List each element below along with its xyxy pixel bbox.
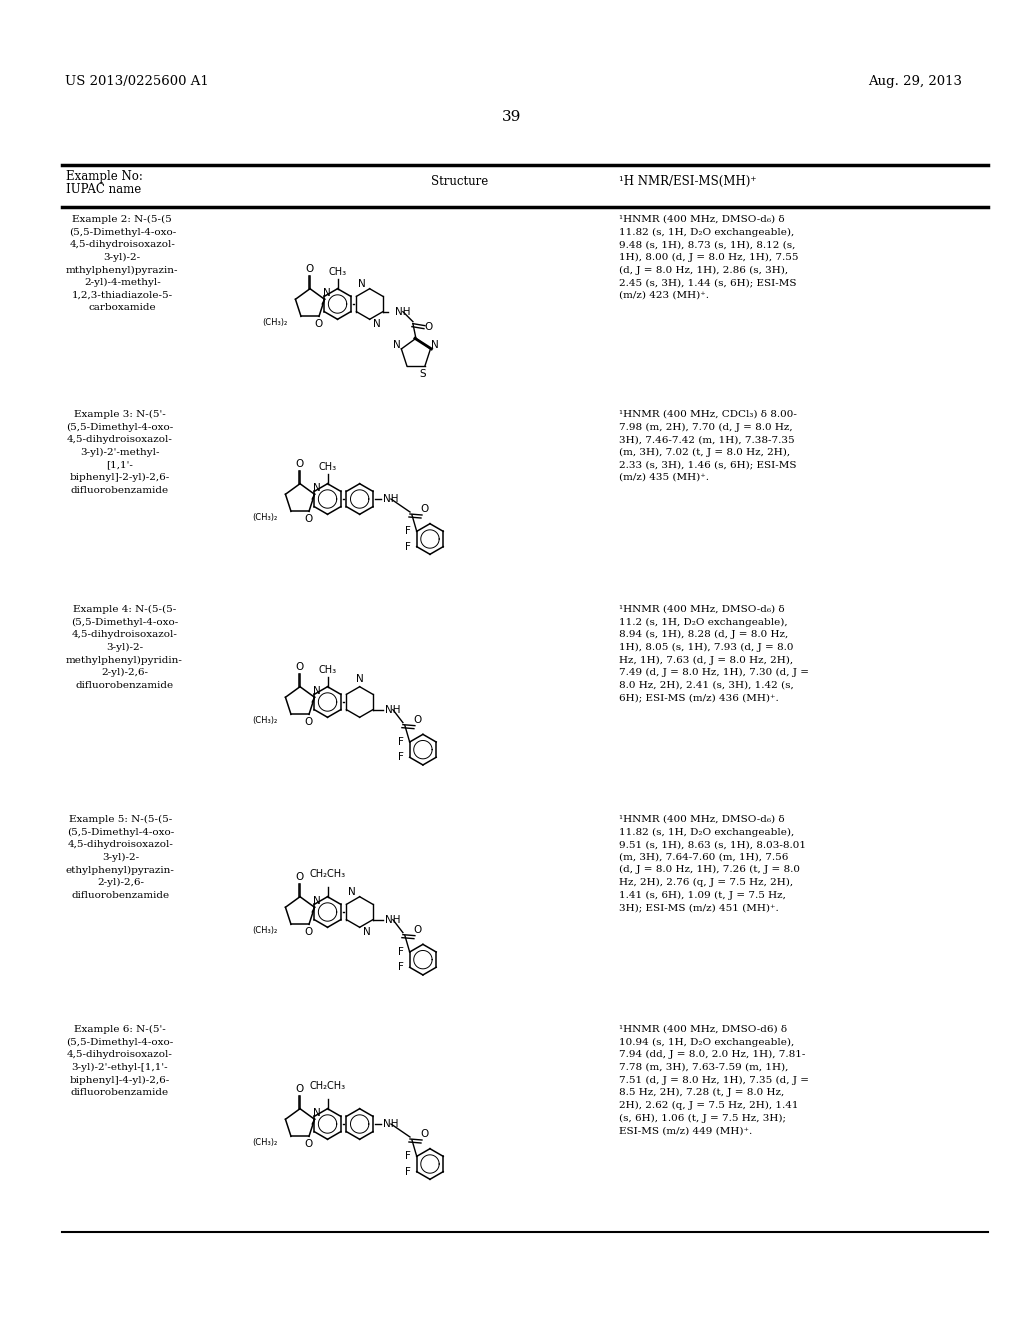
Text: Example 5: N-(5-(5-
(5,5-Dimethyl-4-oxo-
4,5-dihydroisoxazol-
3-yl)-2-
ethylphen: Example 5: N-(5-(5- (5,5-Dimethyl-4-oxo-… [66, 814, 175, 900]
Text: N: N [323, 288, 331, 298]
Text: Example 6: N-(5'-
(5,5-Dimethyl-4-oxo-
4,5-dihydroisoxazol-
3-yl)-2'-ethyl-[1,1': Example 6: N-(5'- (5,5-Dimethyl-4-oxo- 4… [66, 1026, 173, 1097]
Text: Example 4: N-(5-(5-
(5,5-Dimethyl-4-oxo-
4,5-dihydroisoxazol-
3-yl)-2-
methylphe: Example 4: N-(5-(5- (5,5-Dimethyl-4-oxo-… [66, 605, 183, 690]
Text: CH₂CH₃: CH₂CH₃ [309, 1081, 346, 1090]
Text: N: N [312, 686, 321, 696]
Text: O: O [414, 714, 422, 725]
Text: O: O [425, 322, 433, 331]
Text: N: N [355, 673, 364, 684]
Text: NH: NH [385, 705, 400, 714]
Text: F: F [404, 1151, 411, 1162]
Text: NH: NH [395, 306, 411, 317]
Text: (CH₃)₂: (CH₃)₂ [252, 925, 278, 935]
Text: (CH₃)₂: (CH₃)₂ [262, 318, 287, 327]
Text: O: O [296, 1085, 304, 1094]
Text: CH₃: CH₃ [318, 462, 337, 471]
Text: O: O [305, 515, 313, 524]
Text: N: N [312, 896, 321, 907]
Text: O: O [296, 663, 304, 672]
Text: O: O [305, 928, 313, 937]
Text: Example 3: N-(5'-
(5,5-Dimethyl-4-oxo-
4,5-dihydroisoxazol-
3-yl)-2'-methyl-
[1,: Example 3: N-(5'- (5,5-Dimethyl-4-oxo- 4… [66, 411, 173, 495]
Text: ¹HNMR (400 MHz, DMSO-d6) δ
10.94 (s, 1H, D₂O exchangeable),
7.94 (dd, J = 8.0, 2: ¹HNMR (400 MHz, DMSO-d6) δ 10.94 (s, 1H,… [618, 1026, 809, 1135]
Text: ¹HNMR (400 MHz, DMSO-d₆) δ
11.2 (s, 1H, D₂O exchangeable),
8.94 (s, 1H), 8.28 (d: ¹HNMR (400 MHz, DMSO-d₆) δ 11.2 (s, 1H, … [618, 605, 809, 702]
Text: N: N [431, 341, 438, 350]
Text: CH₃: CH₃ [329, 267, 346, 277]
Text: ¹HNMR (400 MHz, CDCl₃) δ 8.00-
7.98 (m, 2H), 7.70 (d, J = 8.0 Hz,
3H), 7.46-7.42: ¹HNMR (400 MHz, CDCl₃) δ 8.00- 7.98 (m, … [618, 411, 797, 482]
Text: O: O [296, 873, 304, 883]
Text: N: N [393, 341, 401, 350]
Text: (CH₃)₂: (CH₃)₂ [252, 1138, 278, 1147]
Text: IUPAC name: IUPAC name [66, 183, 141, 195]
Text: US 2013/0225600 A1: US 2013/0225600 A1 [65, 75, 209, 88]
Text: O: O [421, 504, 429, 513]
Text: Aug. 29, 2013: Aug. 29, 2013 [868, 75, 962, 88]
Text: Structure: Structure [431, 176, 488, 187]
Text: ¹H NMR/ESI-MS(MH)⁺: ¹H NMR/ESI-MS(MH)⁺ [618, 176, 757, 187]
Text: ¹HNMR (400 MHz, DMSO-d₆) δ
11.82 (s, 1H, D₂O exchangeable),
9.48 (s, 1H), 8.73 (: ¹HNMR (400 MHz, DMSO-d₆) δ 11.82 (s, 1H,… [618, 215, 799, 300]
Text: O: O [305, 717, 313, 727]
Text: ¹HNMR (400 MHz, DMSO-d₆) δ
11.82 (s, 1H, D₂O exchangeable),
9.51 (s, 1H), 8.63 (: ¹HNMR (400 MHz, DMSO-d₆) δ 11.82 (s, 1H,… [618, 814, 806, 912]
Text: Example No:: Example No: [66, 170, 143, 183]
Text: F: F [404, 527, 411, 536]
Text: N: N [358, 279, 366, 289]
Text: N: N [312, 1109, 321, 1118]
Text: NH: NH [385, 915, 400, 924]
Text: N: N [364, 928, 371, 937]
Text: F: F [397, 737, 403, 747]
Text: F: F [404, 1167, 411, 1176]
Text: NH: NH [383, 1119, 398, 1129]
Text: F: F [397, 752, 403, 762]
Text: O: O [305, 1139, 313, 1150]
Text: CH₃: CH₃ [318, 665, 337, 675]
Text: N: N [312, 483, 321, 494]
Text: NH: NH [383, 494, 398, 504]
Text: O: O [421, 1129, 429, 1139]
Text: Example 2: N-(5-(5
(5,5-Dimethyl-4-oxo-
4,5-dihydroisoxazol-
3-yl)-2-
mthylpheny: Example 2: N-(5-(5 (5,5-Dimethyl-4-oxo- … [66, 215, 178, 313]
Text: O: O [306, 264, 314, 275]
Text: (CH₃)₂: (CH₃)₂ [252, 715, 278, 725]
Text: CH₂CH₃: CH₂CH₃ [309, 869, 346, 879]
Text: O: O [314, 319, 324, 330]
Text: F: F [397, 962, 403, 973]
Text: N: N [374, 319, 381, 329]
Text: O: O [296, 459, 304, 470]
Text: (CH₃)₂: (CH₃)₂ [252, 513, 278, 521]
Text: F: F [404, 541, 411, 552]
Text: 39: 39 [503, 110, 521, 124]
Text: N: N [348, 887, 356, 896]
Text: O: O [414, 924, 422, 935]
Text: S: S [420, 370, 426, 379]
Text: F: F [397, 946, 403, 957]
